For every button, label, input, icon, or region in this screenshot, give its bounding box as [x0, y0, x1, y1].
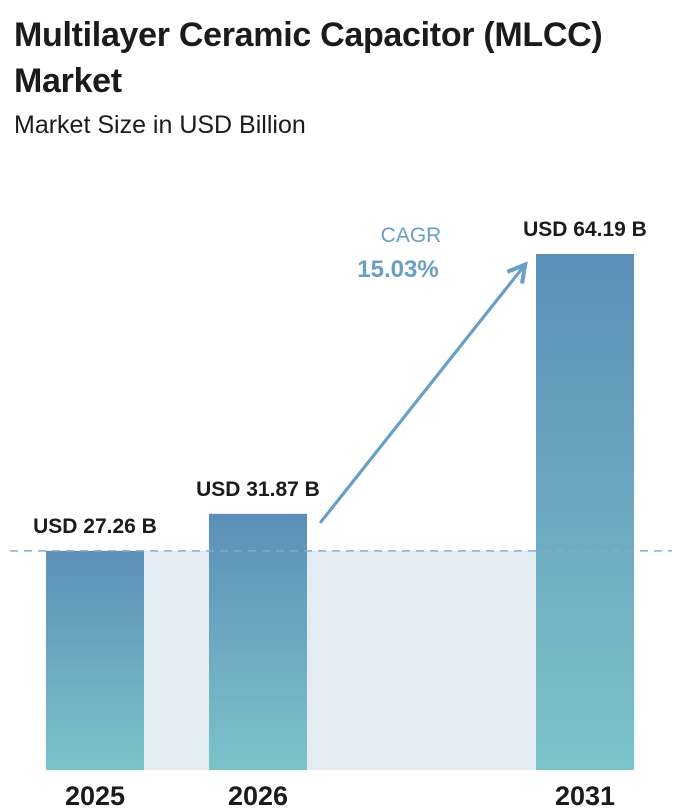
x-tick-label-2031: 2031 — [555, 781, 615, 811]
x-tick-label-2025: 2025 — [65, 781, 125, 811]
bar-2031 — [536, 254, 634, 770]
data-label-2031: USD 64.19 B — [523, 218, 647, 241]
bar-2026 — [209, 513, 307, 770]
chart-title: Multilayer Ceramic Capacitor (MLCC) Mark… — [14, 16, 603, 100]
cagr-value: 15.03% — [357, 256, 438, 283]
data-label-2026: USD 31.87 B — [196, 478, 320, 501]
bar-2025 — [46, 550, 144, 770]
cagr-arrow — [319, 266, 524, 524]
x-tick-label-2026: 2026 — [228, 781, 288, 811]
chart-subtitle: Market Size in USD Billion — [14, 111, 306, 139]
data-label-2025: USD 27.26 B — [33, 515, 157, 538]
cagr-label: CAGR — [381, 224, 442, 247]
